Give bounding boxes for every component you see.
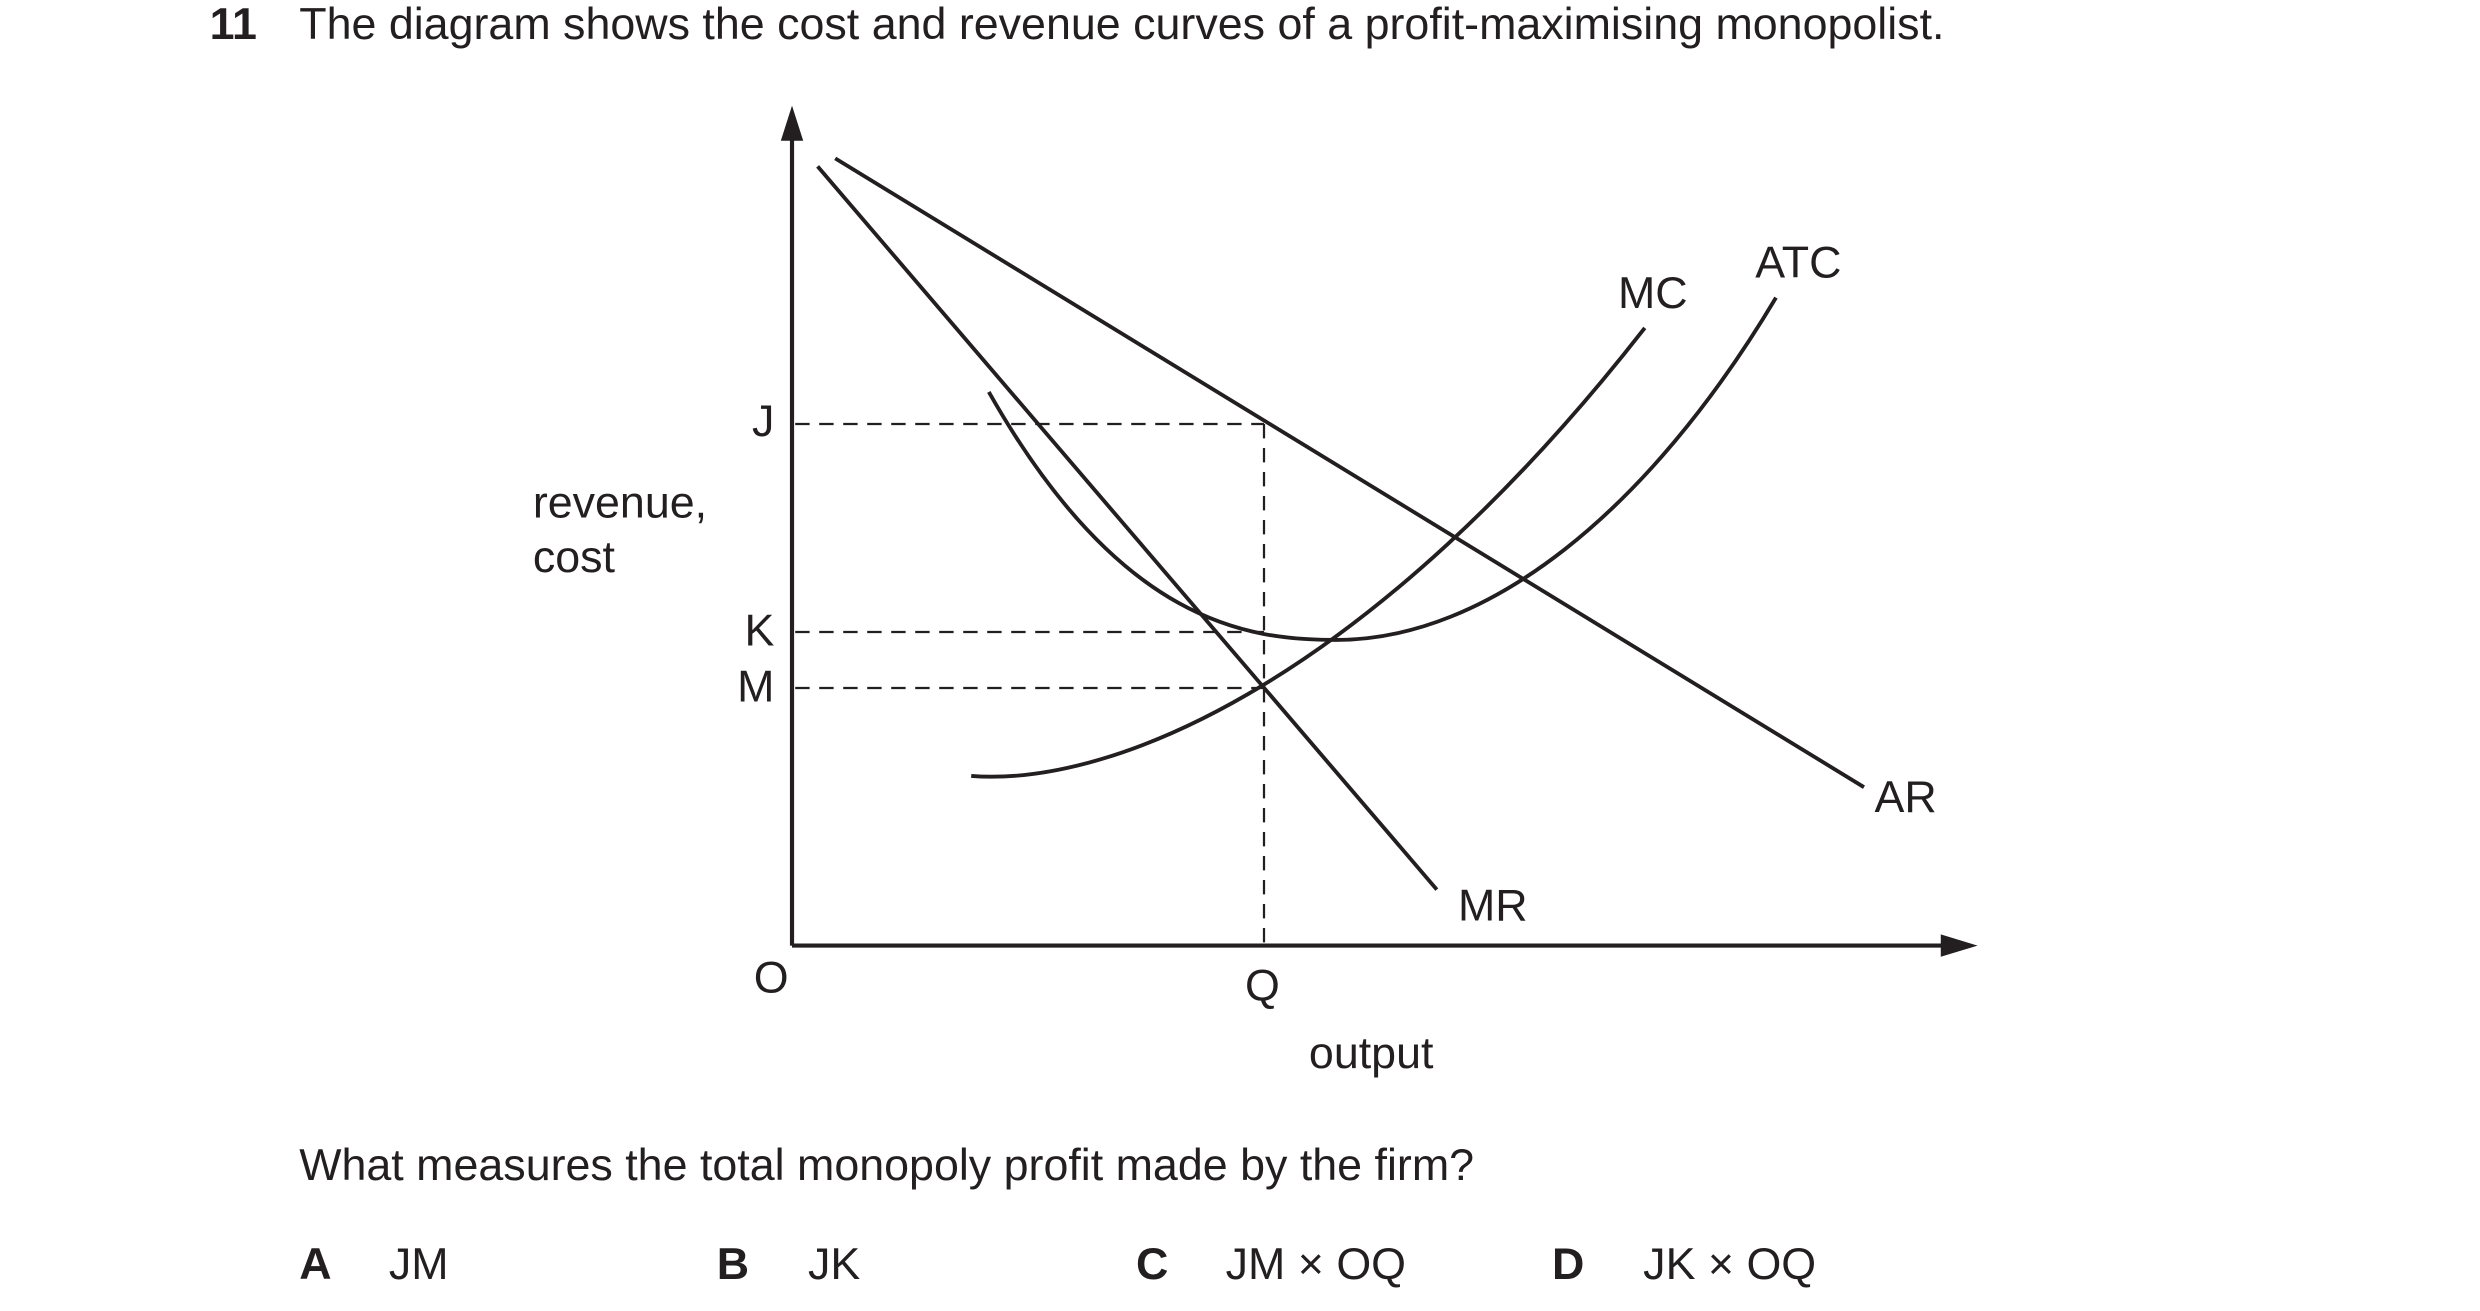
point-label: Q <box>1245 961 1280 1011</box>
option-text: JK × OQ <box>1643 1239 1816 1289</box>
ar-curve <box>834 156 1865 789</box>
option-text: JM <box>389 1239 449 1289</box>
diagram: revenue, cost output O J K M Q MC ATC AR… <box>533 105 1978 1078</box>
option-text: JK <box>808 1239 860 1289</box>
question-text: The diagram shows the cost and revenue c… <box>299 0 1944 49</box>
y-axis-arrow <box>780 105 804 141</box>
curve-label: MR <box>1458 881 1528 931</box>
mc-curve <box>971 326 1647 779</box>
option-letter: B <box>717 1239 749 1289</box>
point-label: M <box>737 661 774 711</box>
curve-label: ATC <box>1755 237 1841 287</box>
question-number: 11 <box>210 0 257 49</box>
option-text: JM × OQ <box>1226 1239 1406 1289</box>
x-axis-label: output <box>1309 1028 1434 1078</box>
curve-label: MC <box>1618 268 1688 318</box>
y-axis-label: revenue, <box>533 477 707 527</box>
y-axis-label: cost <box>533 532 616 582</box>
point-label: K <box>745 605 775 655</box>
mr-curve <box>816 165 1439 891</box>
curve-label: AR <box>1874 772 1936 822</box>
x-axis-arrow <box>1940 934 1978 957</box>
option-letter: A <box>299 1239 331 1289</box>
atc-curve <box>987 296 1778 642</box>
option-letter: D <box>1552 1239 1584 1289</box>
option-letter: C <box>1136 1239 1168 1289</box>
point-label: J <box>752 396 774 446</box>
origin-label: O <box>754 953 789 1003</box>
prompt: What measures the total monopoly profit … <box>299 1140 1474 1190</box>
